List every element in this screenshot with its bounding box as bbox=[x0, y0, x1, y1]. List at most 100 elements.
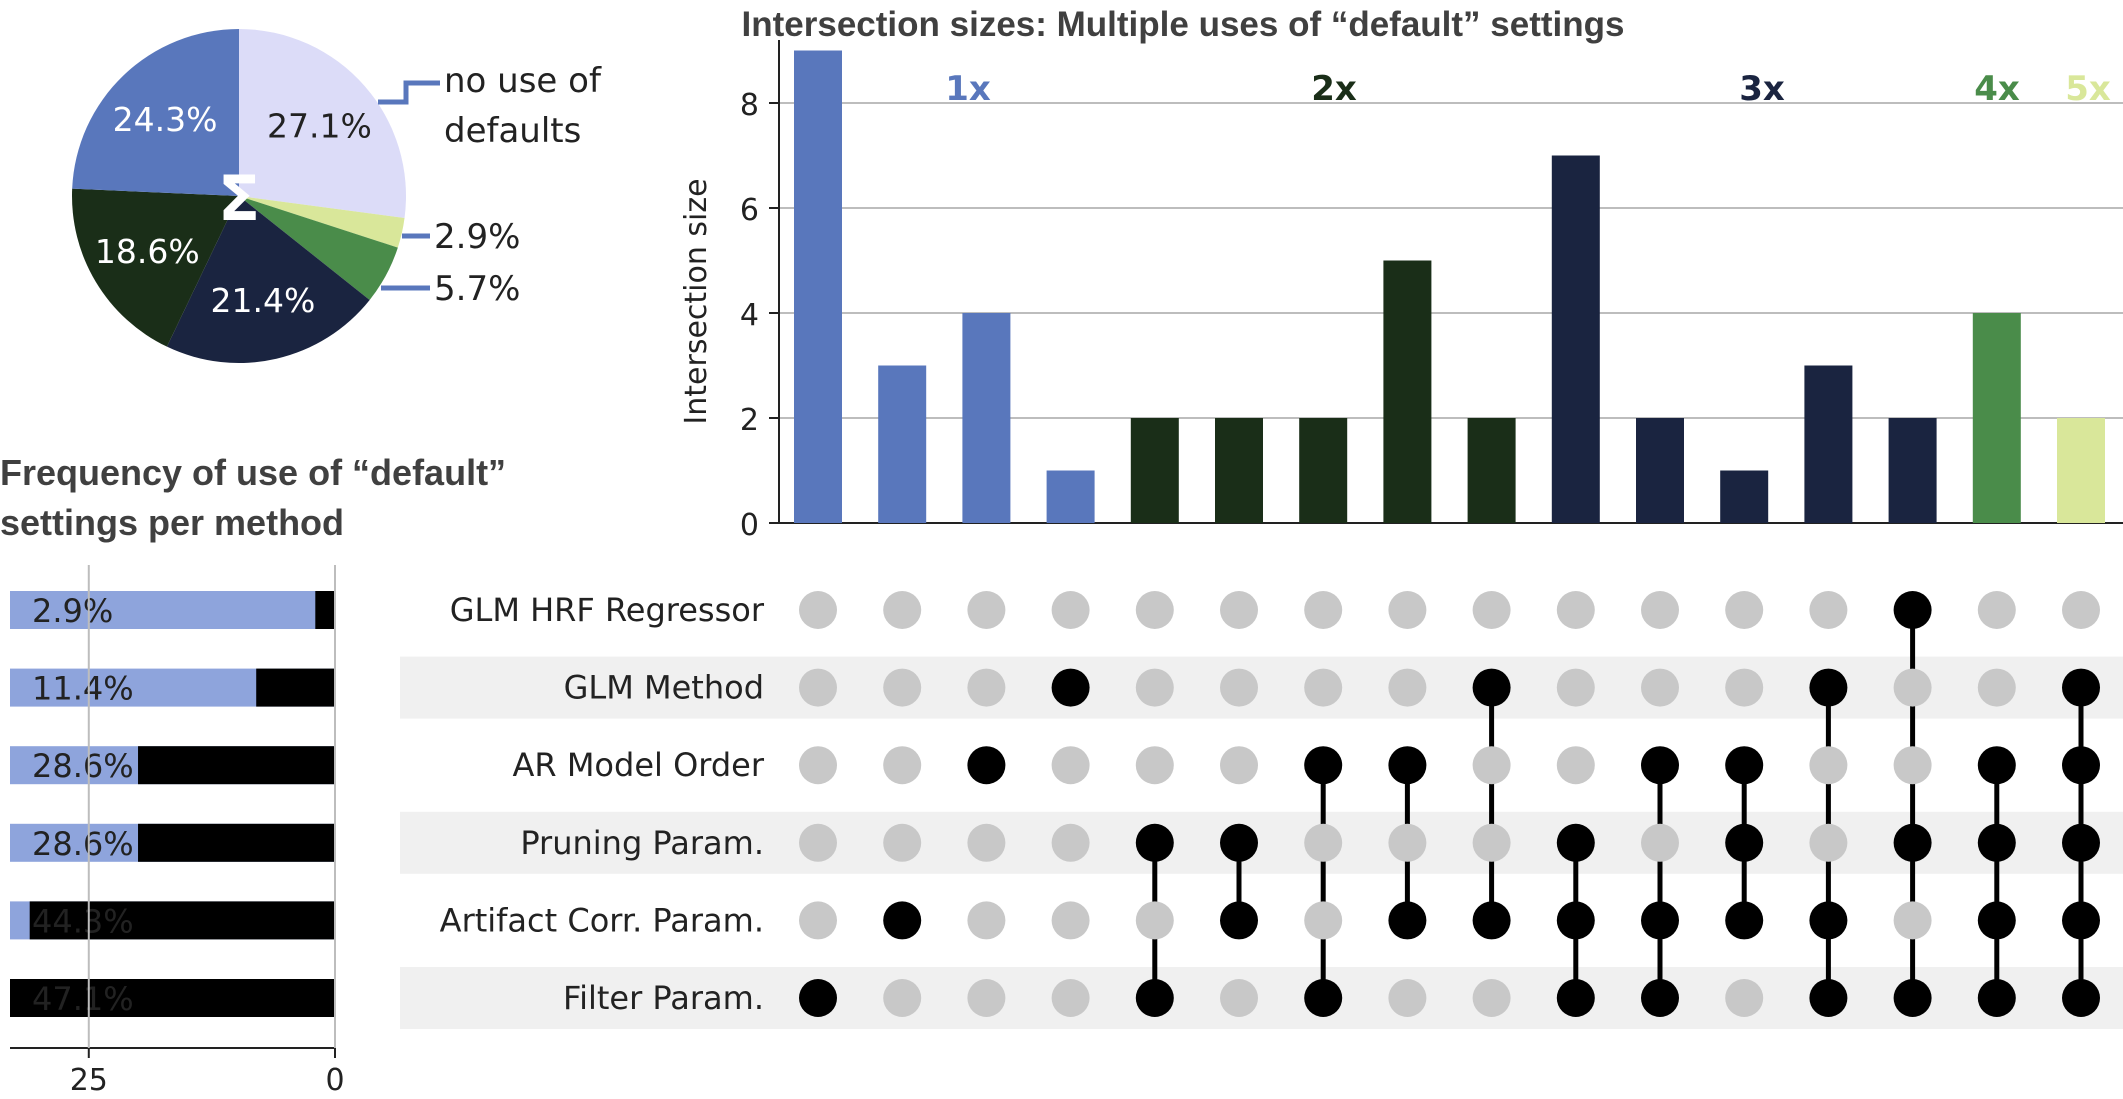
y-tick-label: 8 bbox=[740, 88, 759, 123]
intersection-bar bbox=[1720, 470, 1769, 523]
pie-leader-line bbox=[378, 80, 440, 105]
intersection-bar bbox=[1972, 313, 2021, 523]
matrix-dot-active bbox=[1304, 979, 1343, 1017]
pie-slice bbox=[71, 188, 239, 347]
degree-label: 1x bbox=[945, 69, 991, 109]
matrix-dot bbox=[883, 823, 922, 862]
intersection-bar bbox=[1215, 418, 1263, 523]
matrix-dot bbox=[799, 591, 837, 629]
matrix-dot-active bbox=[1977, 746, 2016, 785]
matrix-dot bbox=[1051, 591, 1090, 629]
matrix-dot bbox=[1641, 668, 1679, 707]
matrix-dot bbox=[1556, 746, 1595, 785]
matrix-dot bbox=[967, 979, 1006, 1017]
matrix-dot-active bbox=[1641, 901, 1679, 940]
set-labels: GLM HRF Regressor GLM Method AR Model Orde… bbox=[440, 591, 765, 1017]
frequency-bars: 2.9% 11.4% 28.6% 28.6% 44.3% 47.1% bbox=[10, 591, 336, 1018]
frequency-bar-track bbox=[10, 591, 335, 629]
matrix-dot-active bbox=[1809, 668, 1848, 707]
matrix-dot bbox=[1893, 901, 1932, 940]
frequency-bar bbox=[138, 823, 335, 862]
matrix-dot-active bbox=[1556, 823, 1595, 862]
matrix-dot bbox=[883, 746, 922, 785]
y-tick-label: 2 bbox=[740, 403, 759, 438]
intersection-bar bbox=[878, 365, 927, 523]
matrix-dot-active bbox=[967, 746, 1006, 785]
matrix-dot bbox=[883, 979, 922, 1017]
matrix-dot-active bbox=[1556, 979, 1595, 1017]
matrix-dot bbox=[883, 668, 922, 707]
matrix-dot bbox=[1725, 979, 1764, 1017]
intersection-bar bbox=[794, 50, 842, 523]
matrix-dot bbox=[1304, 901, 1343, 940]
matrix-dot bbox=[1556, 591, 1595, 629]
matrix-dot bbox=[1388, 668, 1427, 707]
matrix-dot bbox=[1135, 591, 1174, 629]
matrix-dot bbox=[967, 668, 1006, 707]
intersection-bar bbox=[1467, 418, 1516, 523]
matrix-dot bbox=[1809, 591, 1848, 629]
matrix-dot bbox=[1893, 668, 1932, 707]
matrix-dot-active bbox=[1472, 901, 1511, 940]
matrix-dot-active bbox=[1725, 901, 1764, 940]
matrix-dot bbox=[1388, 979, 1427, 1017]
degree-label: 3x bbox=[1739, 69, 1785, 109]
matrix-dot bbox=[1220, 668, 1258, 707]
matrix-dot-active bbox=[1051, 668, 1090, 707]
matrix-dot-active bbox=[1135, 823, 1174, 862]
intersection-bar bbox=[1130, 418, 1179, 523]
matrix-dot-active bbox=[2062, 979, 2100, 1017]
intersection-bar bbox=[1888, 418, 1937, 523]
matrix-dot bbox=[799, 746, 837, 785]
matrix-dot-active bbox=[1472, 668, 1511, 707]
pie-callout-label: 5.7% bbox=[434, 269, 520, 309]
pie-slice bbox=[239, 196, 398, 301]
matrix-dot-active bbox=[1725, 746, 1764, 785]
matrix-dot bbox=[1472, 591, 1511, 629]
matrix-dot bbox=[1472, 746, 1511, 785]
intersection-title: Intersection sizes: Multiple uses of “de… bbox=[742, 5, 1625, 44]
matrix-dot-active bbox=[1893, 823, 1932, 862]
matrix-dot bbox=[1135, 668, 1174, 707]
frequency-bar bbox=[10, 979, 335, 1017]
y-tick-label: 0 bbox=[740, 508, 759, 543]
matrix-dot-active bbox=[1893, 591, 1932, 629]
matrix-dot bbox=[799, 901, 837, 940]
matrix-dot-active bbox=[1641, 979, 1679, 1017]
intersection-bar bbox=[962, 313, 1011, 523]
matrix-dot-active bbox=[1556, 901, 1595, 940]
matrix-dot bbox=[967, 591, 1006, 629]
frequency-title: Frequency of use of “default” settings p… bbox=[0, 452, 507, 543]
intersection-bar bbox=[1046, 470, 1095, 523]
matrix-dot bbox=[1809, 746, 1848, 785]
matrix-dot bbox=[1051, 746, 1090, 785]
degree-labels: 1x 2x 3x 4x 5x bbox=[945, 69, 2111, 109]
pie-callout-label: no use of bbox=[444, 61, 602, 101]
matrix-dot-active bbox=[1893, 979, 1932, 1017]
matrix-dot-active bbox=[1977, 901, 2016, 940]
matrix-dot-active bbox=[1220, 823, 1258, 862]
set-label: Pruning Param. bbox=[520, 824, 764, 862]
matrix-dot-active bbox=[2062, 823, 2100, 862]
matrix-dot bbox=[1051, 901, 1090, 940]
matrix-dot-active bbox=[1809, 979, 1848, 1017]
matrix-dot-active bbox=[799, 979, 837, 1017]
matrix-dot bbox=[1977, 591, 2016, 629]
matrix-dot bbox=[1051, 979, 1090, 1017]
membership-matrix bbox=[799, 591, 2100, 1017]
matrix-dot bbox=[2062, 591, 2100, 629]
matrix-dot bbox=[1472, 823, 1511, 862]
frequency-bar bbox=[315, 591, 335, 629]
matrix-dot bbox=[1304, 823, 1343, 862]
set-label: GLM Method bbox=[564, 669, 764, 707]
matrix-dot-active bbox=[883, 901, 922, 940]
pie-slice-label: 18.6% bbox=[95, 232, 200, 271]
matrix-dot bbox=[1725, 591, 1764, 629]
matrix-dot-active bbox=[2062, 746, 2100, 785]
set-label: Artifact Corr. Param. bbox=[440, 901, 764, 939]
frequency-axis: 25 0 bbox=[10, 565, 345, 1098]
matrix-dot-active bbox=[1135, 979, 1174, 1017]
matrix-dot-active bbox=[1304, 746, 1343, 785]
frequency-bar bbox=[256, 668, 335, 707]
matrix-dot bbox=[1304, 668, 1343, 707]
